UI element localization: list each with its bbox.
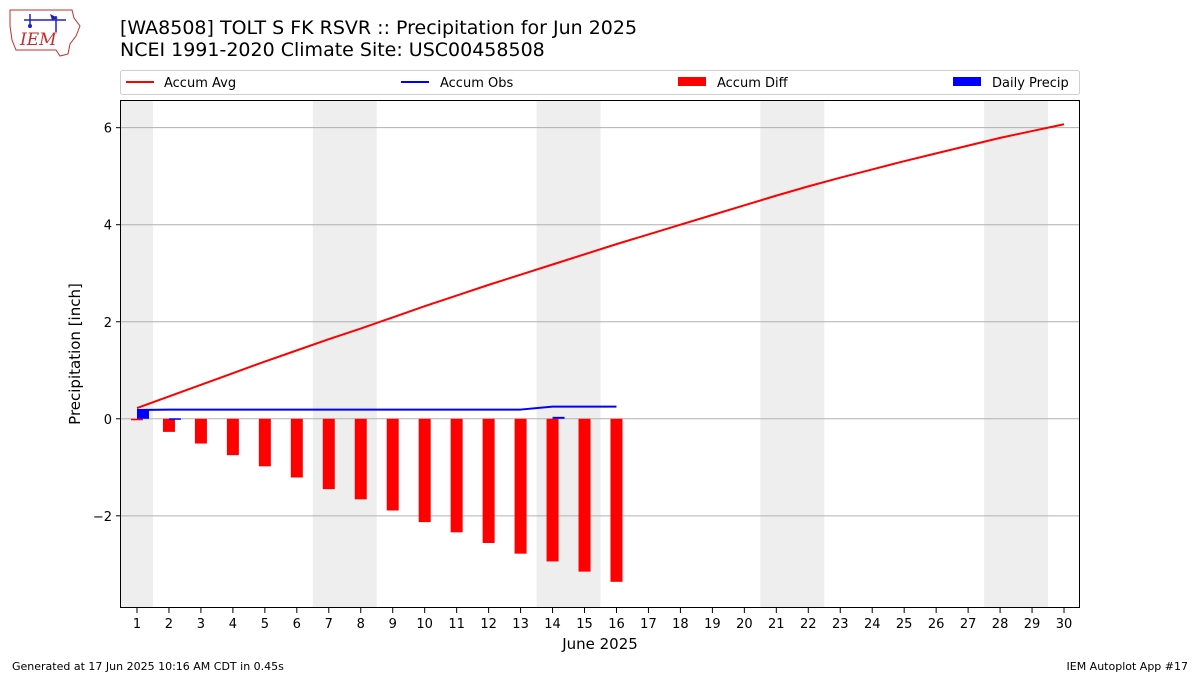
legend-accum-diff-swatch: [678, 77, 706, 86]
x-tick-label: 1: [133, 617, 141, 632]
x-tick-label: 12: [480, 617, 497, 632]
chart-title-line2: NCEI 1991-2020 Climate Site: USC00458508: [120, 39, 545, 61]
weekend-shade-0: [121, 101, 153, 608]
x-tick-label: 3: [197, 617, 205, 632]
daily-precip-bar: [168, 418, 181, 420]
accum-diff-bar: [450, 418, 463, 533]
x-tick-label: 14: [544, 617, 561, 632]
legend-daily-precip-label: Daily Precip: [992, 76, 1069, 91]
accum-diff-bar: [194, 418, 207, 444]
x-tick-label: 16: [608, 617, 625, 632]
x-tick-label: 5: [261, 617, 269, 632]
accum-diff-bar: [258, 418, 271, 467]
y-gridlines: [121, 127, 1080, 517]
x-tick-label: 23: [832, 617, 849, 632]
daily-precip-bar: [136, 410, 149, 419]
x-tick-label: 27: [960, 617, 977, 632]
legend-accum-diff-label: Accum Diff: [717, 76, 789, 91]
y-tick-label: 0: [104, 413, 112, 428]
x-tick-label: 19: [704, 617, 721, 632]
plot-frame: [120, 100, 1080, 608]
accum-diff-bar: [354, 418, 367, 500]
legend: Accum Avg Accum Obs Accum Diff Daily Pre…: [120, 70, 1080, 95]
y-tick-label: 6: [104, 122, 112, 137]
accum-diff-bar: [130, 418, 143, 421]
x-tick-label: 6: [293, 617, 301, 632]
x-axis: 1 2 3 4 5 6 7 8 9 10 11 12 13 14 15 16 17 18 19 20 21 22 23 24 2…: [133, 608, 1072, 632]
y-tick-label: 4: [104, 219, 112, 234]
x-tick-label: 4: [229, 617, 237, 632]
legend-accum-avg-label: Accum Avg: [164, 76, 236, 91]
daily-precip-bars: [136, 410, 565, 420]
iem-logo: IEM: [9, 9, 81, 57]
accum-diff-bar: [226, 418, 239, 456]
weekend-shading: [121, 101, 1049, 608]
accum-diff-bar: [610, 418, 623, 582]
y-tick-label: 2: [104, 316, 112, 331]
x-tick-label: 30: [1056, 617, 1073, 632]
legend-frame: [120, 70, 1080, 95]
x-tick-label: 13: [512, 617, 529, 632]
weekend-shade-3: [760, 101, 825, 608]
legend-accum-obs-label: Accum Obs: [440, 76, 513, 91]
accum-diff-bar: [482, 418, 495, 543]
x-axis-label: June 2025: [561, 635, 638, 653]
x-tick-label: 22: [800, 617, 817, 632]
accum-lines: [136, 123, 1065, 412]
accum-diff-bars: [130, 418, 623, 582]
x-tick-label: 18: [672, 617, 689, 632]
accum-diff-bar: [578, 418, 591, 572]
x-tick-label: 20: [736, 617, 753, 632]
iem-state-logo-icon: [9, 9, 81, 57]
daily-precip-bar: [552, 416, 565, 419]
footer-app-text: IEM Autoplot App #17: [1066, 660, 1189, 673]
x-tick-label: 11: [448, 617, 465, 632]
accum-diff-bar: [322, 418, 335, 490]
x-tick-label: 28: [992, 617, 1009, 632]
accum-obs-line: [136, 405, 617, 412]
y-axis-label: Precipitation [inch]: [66, 283, 84, 425]
accum-diff-bar: [162, 418, 175, 432]
x-tick-label: 21: [768, 617, 785, 632]
y-axis: −2 0 2 4 6: [93, 122, 121, 525]
y-tick-label: −2: [93, 510, 112, 525]
accum-diff-bar: [290, 418, 303, 478]
x-tick-label: 29: [1024, 617, 1041, 632]
iem-logo-text: IEM: [19, 30, 57, 50]
x-tick-label: 2: [165, 617, 173, 632]
x-tick-label: 26: [928, 617, 945, 632]
accum-diff-bar: [546, 418, 559, 562]
accum-diff-bar: [386, 418, 399, 511]
accum-avg-line: [136, 123, 1065, 410]
x-tick-label: 8: [357, 617, 365, 632]
x-tick-label: 25: [896, 617, 913, 632]
chart-title: [WA8508] TOLT S FK RSVR :: Precipitation…: [120, 17, 637, 61]
legend-daily-precip-swatch: [953, 77, 981, 86]
x-tick-label: 7: [325, 617, 333, 632]
weekend-shade-2: [536, 101, 601, 608]
x-tick-label: 9: [389, 617, 397, 632]
x-tick-label: 24: [864, 617, 881, 632]
weekend-shade-4: [984, 101, 1049, 608]
weekend-shade-1: [312, 101, 377, 608]
x-tick-label: 10: [416, 617, 433, 632]
accum-diff-bar: [418, 418, 431, 523]
x-tick-label: 15: [576, 617, 593, 632]
footer-generated-text: Generated at 17 Jun 2025 10:16 AM CDT in…: [12, 660, 284, 673]
accum-diff-bar: [514, 418, 527, 554]
x-tick-label: 17: [640, 617, 657, 632]
chart-title-line1: [WA8508] TOLT S FK RSVR :: Precipitation…: [120, 17, 638, 39]
